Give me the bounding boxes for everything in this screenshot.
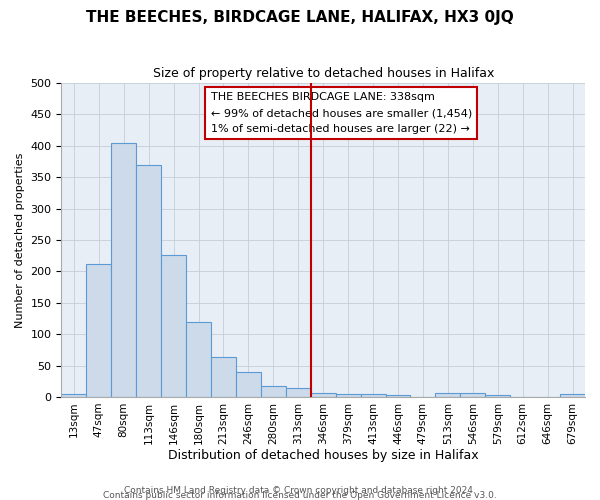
Text: Contains HM Land Registry data © Crown copyright and database right 2024.: Contains HM Land Registry data © Crown c… bbox=[124, 486, 476, 495]
Title: Size of property relative to detached houses in Halifax: Size of property relative to detached ho… bbox=[152, 68, 494, 80]
Bar bbox=[161, 255, 186, 397]
Y-axis label: Number of detached properties: Number of detached properties bbox=[15, 152, 25, 328]
Bar bbox=[236, 372, 261, 397]
Bar bbox=[61, 394, 86, 397]
Bar bbox=[111, 142, 136, 397]
Bar bbox=[560, 394, 585, 397]
Bar bbox=[286, 388, 311, 397]
Bar bbox=[460, 392, 485, 397]
Bar bbox=[436, 392, 460, 397]
Bar bbox=[485, 395, 510, 397]
Bar bbox=[186, 322, 211, 397]
Bar bbox=[311, 392, 335, 397]
Bar bbox=[386, 395, 410, 397]
Bar bbox=[335, 394, 361, 397]
Bar bbox=[361, 394, 386, 397]
Bar bbox=[211, 358, 236, 397]
Bar bbox=[86, 264, 111, 397]
Text: Contains public sector information licensed under the Open Government Licence v3: Contains public sector information licen… bbox=[103, 491, 497, 500]
Bar bbox=[261, 386, 286, 397]
Bar bbox=[136, 164, 161, 397]
X-axis label: Distribution of detached houses by size in Halifax: Distribution of detached houses by size … bbox=[168, 450, 479, 462]
Text: THE BEECHES BIRDCAGE LANE: 338sqm
← 99% of detached houses are smaller (1,454)
1: THE BEECHES BIRDCAGE LANE: 338sqm ← 99% … bbox=[211, 92, 472, 134]
Text: THE BEECHES, BIRDCAGE LANE, HALIFAX, HX3 0JQ: THE BEECHES, BIRDCAGE LANE, HALIFAX, HX3… bbox=[86, 10, 514, 25]
